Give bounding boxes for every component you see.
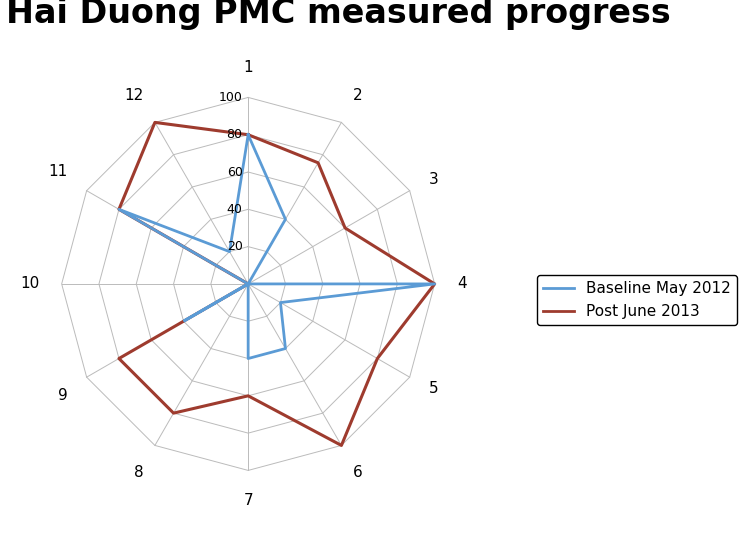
Text: 12: 12 [125,88,144,103]
Text: 100: 100 [219,91,243,104]
Text: 3: 3 [429,172,439,187]
Text: 60: 60 [226,165,243,179]
Text: Hai Duong PMC measured progress: Hai Duong PMC measured progress [6,0,671,30]
Text: 40: 40 [226,203,243,216]
Text: 20: 20 [226,240,243,253]
Text: 9: 9 [57,388,67,403]
Text: 4: 4 [457,276,467,292]
Text: 2: 2 [353,88,362,103]
Text: 6: 6 [353,465,362,480]
Text: 1: 1 [244,60,253,75]
Legend: Baseline May 2012, Post June 2013: Baseline May 2012, Post June 2013 [537,275,737,325]
Text: 11: 11 [48,164,67,180]
Text: 10: 10 [20,276,39,292]
Text: 7: 7 [244,493,253,508]
Text: 8: 8 [134,465,144,480]
Text: 5: 5 [429,381,438,396]
Text: 80: 80 [226,128,243,141]
